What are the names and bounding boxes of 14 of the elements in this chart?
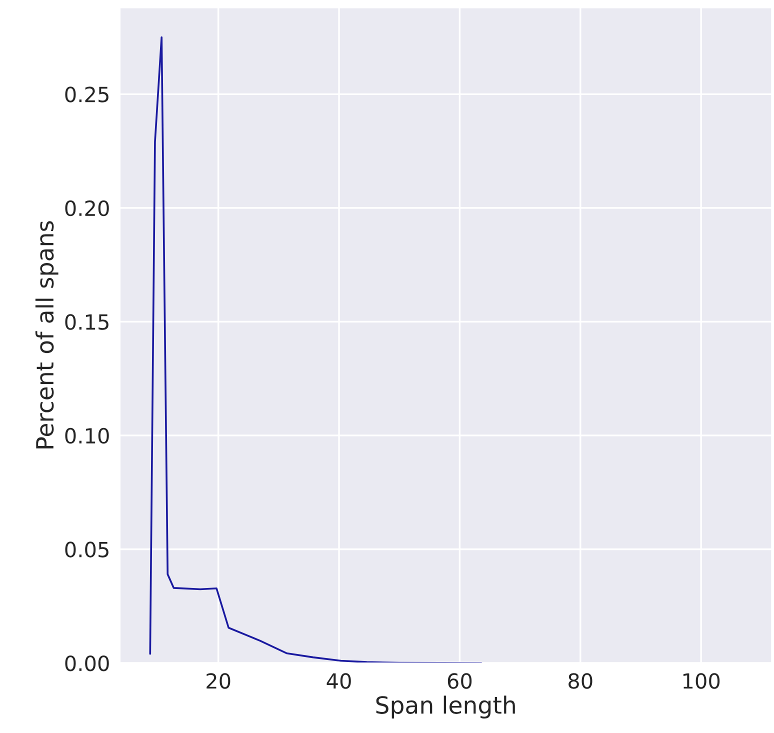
y-axis-title: Percent of all spans [35,221,58,448]
x-tick-label: 60 [448,673,472,689]
x-tick-label: 20 [206,673,230,689]
x-tick-label: 40 [326,673,351,689]
x-tick-label: 100 [683,673,720,689]
y-tick-label: 0.20 [65,200,109,216]
y-tick-label: 0.05 [65,542,108,558]
x-axis-title: Span length [376,696,515,719]
y-tick-label: 0.25 [65,86,108,102]
x-tick-label: 80 [568,673,592,689]
y-tick-label: 0.10 [65,428,109,444]
line-series [149,36,482,663]
y-tick-label: 0.00 [65,655,109,672]
y-tick-label: 0.15 [65,314,108,330]
